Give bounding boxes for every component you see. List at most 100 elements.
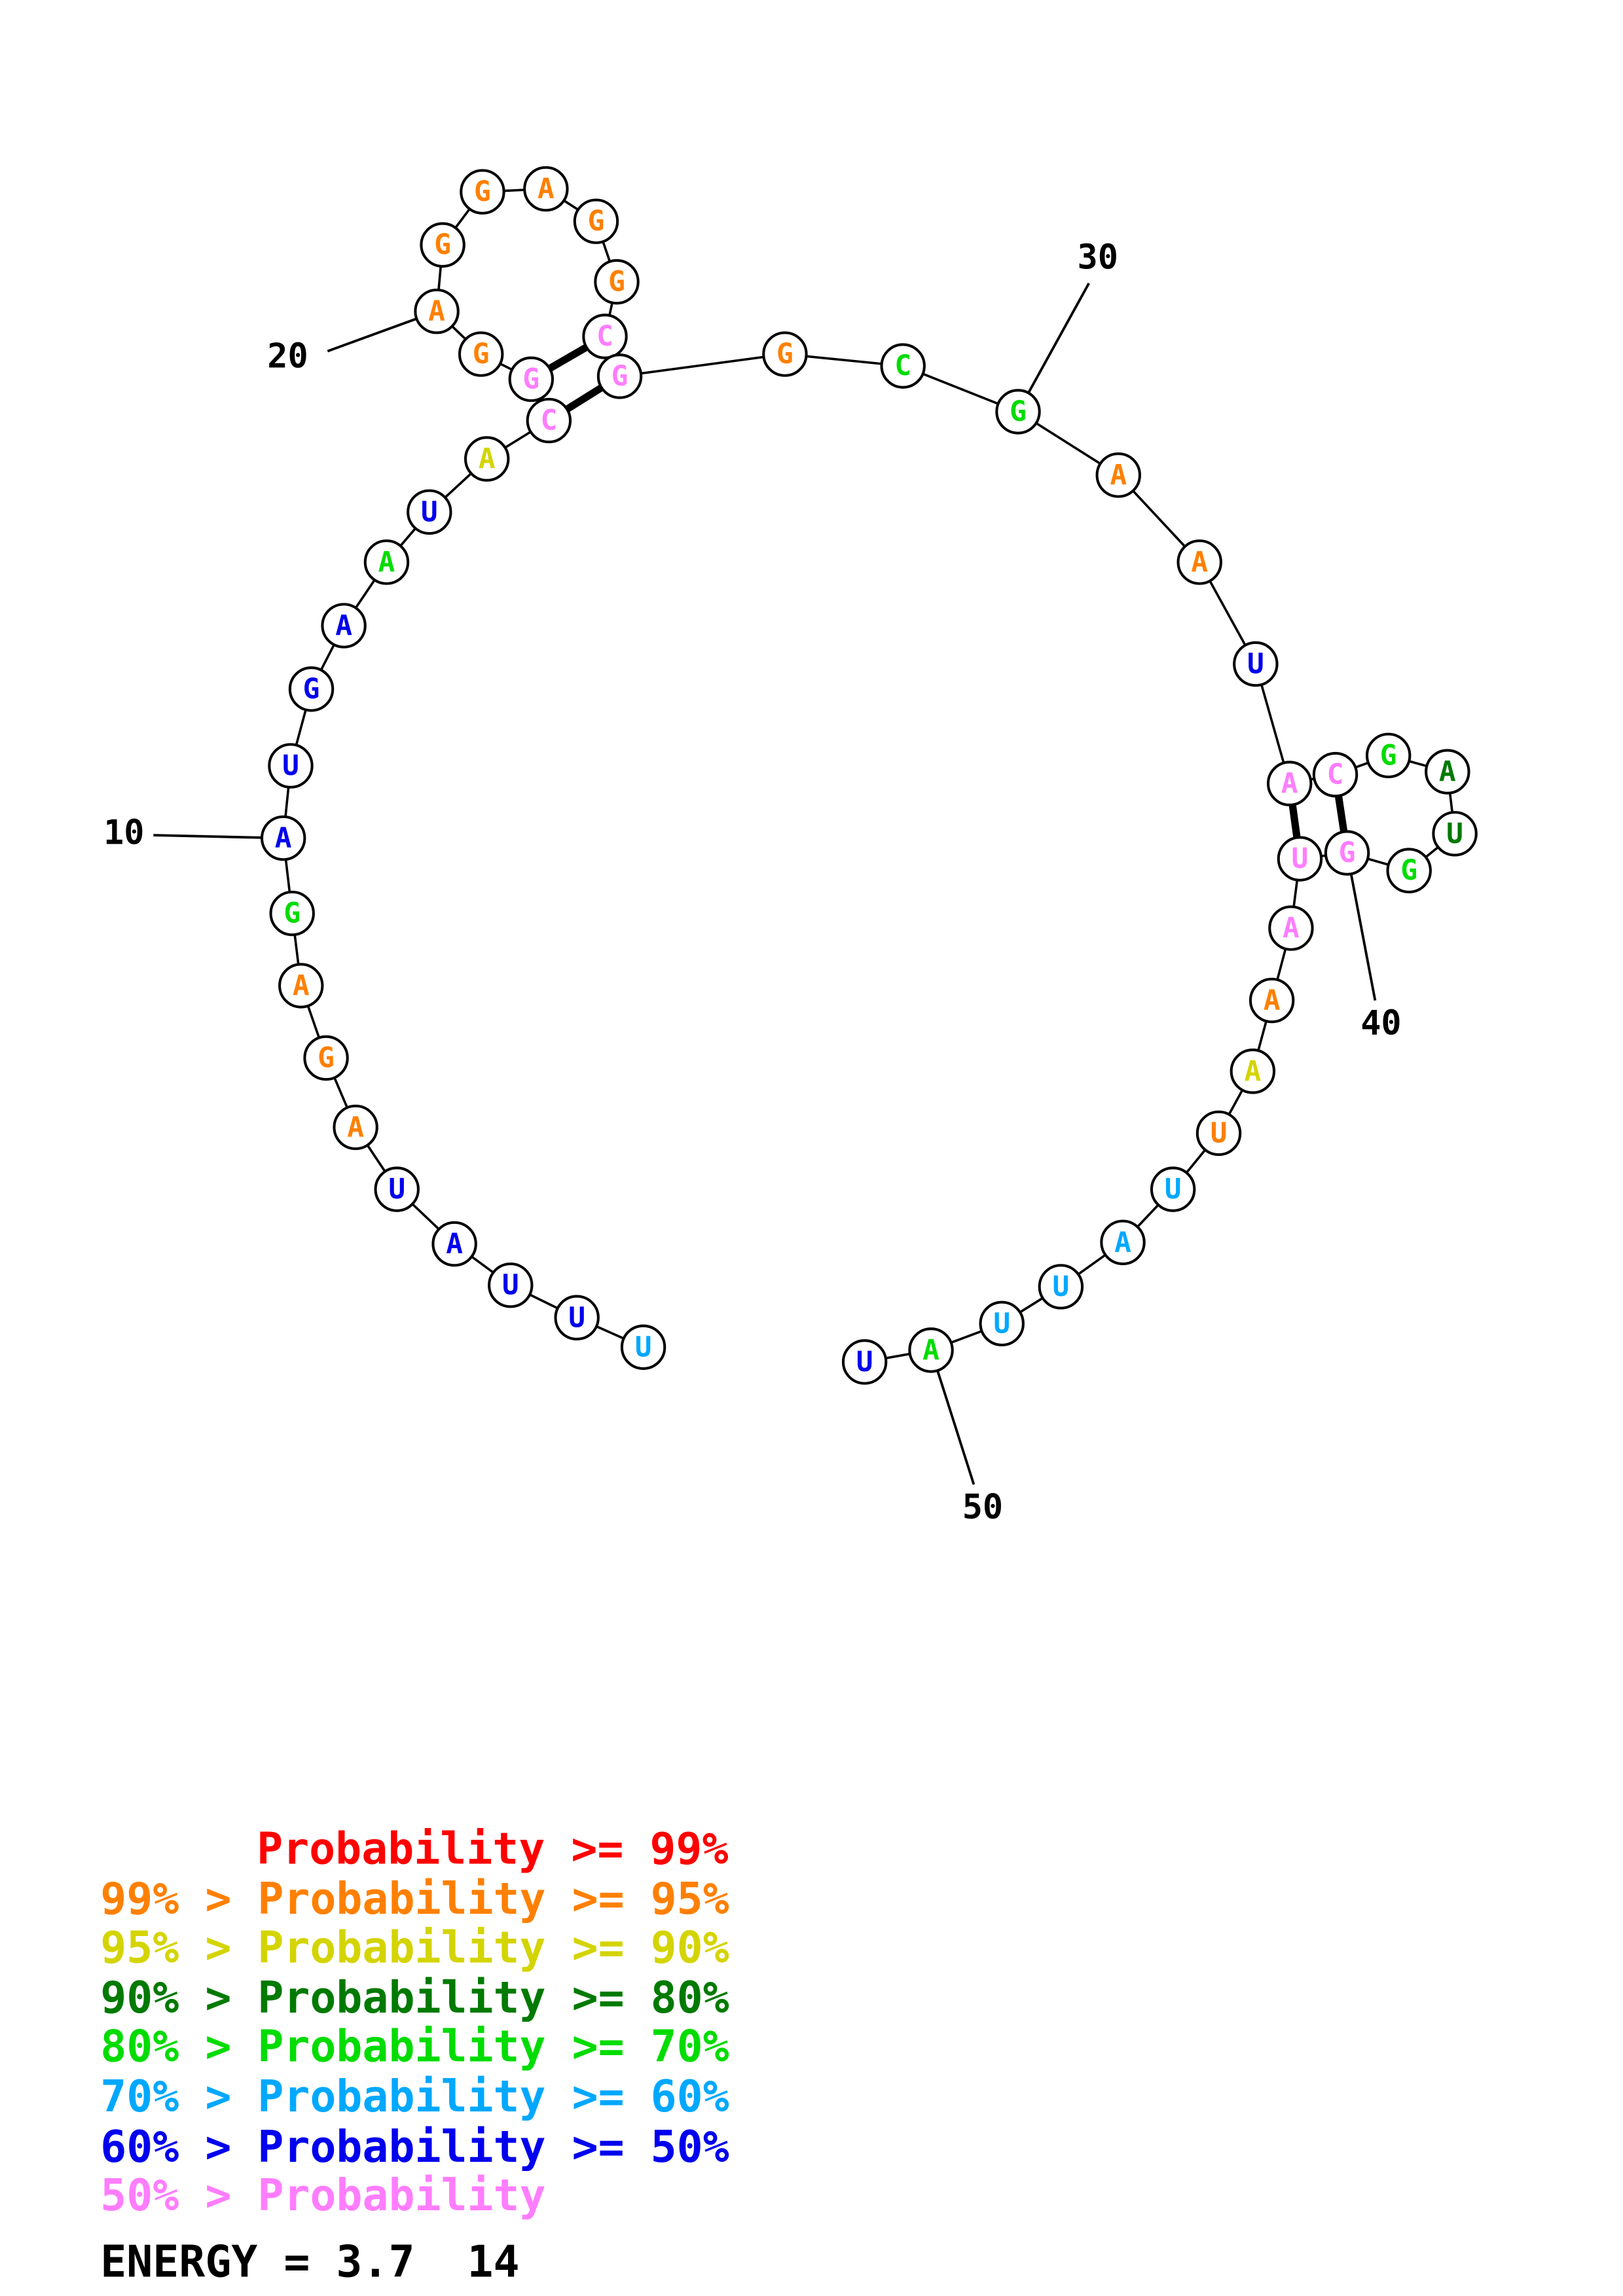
nucleotide-circle bbox=[762, 331, 808, 377]
nucleotide-base: C bbox=[596, 320, 613, 353]
nucleotide-base: A bbox=[335, 609, 352, 642]
nucleotide-circle bbox=[554, 1295, 600, 1340]
legend-item: 60% > Probability >= 50% bbox=[100, 2121, 729, 2172]
nucleotide-base: A bbox=[446, 1228, 463, 1261]
nucleotide-base: U bbox=[993, 1307, 1010, 1340]
nucleotide-circle bbox=[1230, 1049, 1276, 1094]
nucleotide-circle bbox=[414, 288, 460, 334]
nucleotide-circle bbox=[1095, 452, 1141, 498]
nucleotide-circle bbox=[420, 222, 465, 268]
position-label-line bbox=[1345, 852, 1377, 1001]
legend-item: 80% > Probability >= 70% bbox=[100, 2021, 729, 2072]
nucleotide-base: A bbox=[378, 546, 395, 579]
nucleotide-base: G bbox=[318, 1041, 335, 1074]
nucleotide-base: U bbox=[1247, 648, 1264, 681]
nucleotide-base: C bbox=[1327, 759, 1344, 791]
nucleotide-circle bbox=[526, 397, 572, 444]
position-label-line bbox=[1017, 282, 1090, 412]
nucleotide-base: G bbox=[303, 673, 320, 706]
nucleotide-circle bbox=[488, 1262, 534, 1308]
nucleotide-circle bbox=[1233, 641, 1279, 687]
nucleotide-circle bbox=[1268, 905, 1314, 951]
nucleotide-circle bbox=[268, 743, 314, 789]
nucleotide-base: A bbox=[1264, 984, 1281, 1017]
nucleotide-base: G bbox=[776, 338, 793, 370]
nucleotide-circle bbox=[1150, 1166, 1196, 1212]
nucleotide-circle bbox=[333, 1104, 378, 1151]
nucleotide-base: U bbox=[1446, 817, 1463, 850]
nucleotide-circle bbox=[908, 1327, 954, 1373]
nucleotide-circle bbox=[594, 259, 640, 305]
nucleotide-circle bbox=[288, 666, 335, 712]
nucleotide-circle bbox=[1038, 1264, 1084, 1310]
nucleotide-base: U bbox=[502, 1269, 519, 1302]
nucleotide-circle bbox=[523, 166, 569, 212]
nucleotide-base: C bbox=[894, 350, 911, 382]
nucleotide-circle bbox=[458, 331, 504, 377]
nucleotide-circle bbox=[460, 169, 505, 215]
nucleotide-circle bbox=[1176, 539, 1222, 585]
nucleotide-base: G bbox=[611, 360, 629, 393]
nucleotide-base: A bbox=[922, 1334, 939, 1367]
position-label: 40 bbox=[1360, 1003, 1401, 1043]
position-label-line bbox=[930, 1350, 976, 1485]
nucleotide-base: U bbox=[856, 1346, 873, 1378]
nucleotide-circle bbox=[260, 815, 306, 861]
nucleotide-base: A bbox=[479, 442, 496, 475]
nucleotide-circle bbox=[596, 353, 643, 399]
nucleotide-circle bbox=[321, 603, 367, 649]
nucleotide-circle bbox=[582, 314, 628, 359]
nucleotide-base: G bbox=[1380, 739, 1397, 772]
nucleotide-base: A bbox=[275, 822, 292, 855]
nucleotide-base: G bbox=[608, 266, 625, 298]
energy-label: ENERGY = 3.7 14 bbox=[100, 2236, 519, 2287]
nucleotide-base: C bbox=[540, 404, 557, 437]
nucleotide-circle bbox=[1425, 749, 1470, 795]
legend-item: 90% > Probability >= 80% bbox=[100, 1972, 729, 2023]
nucleotide-base: U bbox=[1292, 842, 1309, 875]
nucleotide-base: G bbox=[283, 897, 301, 930]
legend-item: 95% > Probability >= 90% bbox=[100, 1922, 729, 1973]
nucleotide-base: A bbox=[1439, 755, 1456, 788]
nucleotide-circle bbox=[1386, 848, 1432, 893]
nucleotide-circle bbox=[278, 963, 324, 1009]
nucleotide-circle bbox=[1266, 761, 1313, 806]
nucleotide-circle bbox=[303, 1035, 349, 1081]
nucleotide-circle bbox=[620, 1324, 666, 1371]
nucleotide-circle bbox=[841, 1339, 888, 1385]
nucleotide-circle bbox=[1277, 836, 1323, 882]
nucleotide-base: G bbox=[474, 175, 491, 208]
nucleotide-circle bbox=[1324, 830, 1370, 876]
legend-item: Probability >= 99% bbox=[257, 1823, 728, 1874]
nucleotide-circle bbox=[1195, 1110, 1242, 1157]
nucleotide-base: U bbox=[421, 495, 438, 528]
nucleotide-circle bbox=[1100, 1219, 1146, 1266]
nucleotide-circle bbox=[464, 436, 510, 482]
legend-item: 50% > Probability bbox=[100, 2170, 545, 2221]
nucleotide-base: U bbox=[635, 1331, 652, 1363]
nucleotide-circle bbox=[1249, 977, 1295, 1024]
nucleotide-base: A bbox=[1110, 459, 1127, 492]
nucleotide-circle bbox=[431, 1221, 477, 1267]
nucleotide-base: U bbox=[1052, 1270, 1069, 1303]
nucleotide-base: A bbox=[428, 295, 445, 328]
nucleotide-base: A bbox=[1244, 1055, 1261, 1088]
backbone-segment bbox=[619, 353, 786, 378]
legend-item: 99% > Probability >= 95% bbox=[100, 1873, 729, 1924]
nucleotide-circle bbox=[1365, 732, 1412, 779]
nucleotide-circle bbox=[880, 343, 926, 389]
nucleotide-base: A bbox=[538, 173, 555, 206]
nucleotide-circle bbox=[1432, 811, 1478, 857]
nucleotide-base: A bbox=[293, 969, 310, 1002]
nucleotide-base: G bbox=[434, 228, 451, 261]
position-label: 50 bbox=[962, 1488, 1003, 1527]
nucleotide-base: U bbox=[1211, 1117, 1228, 1149]
nucleotide-base: G bbox=[473, 338, 490, 370]
nucleotide-base: G bbox=[1339, 836, 1356, 869]
nucleotide-base: G bbox=[522, 363, 539, 395]
position-label: 10 bbox=[103, 814, 144, 853]
nucleotide-base: G bbox=[1400, 854, 1417, 887]
nucleotide-circle bbox=[995, 389, 1041, 435]
nucleotide-circle bbox=[269, 890, 315, 937]
